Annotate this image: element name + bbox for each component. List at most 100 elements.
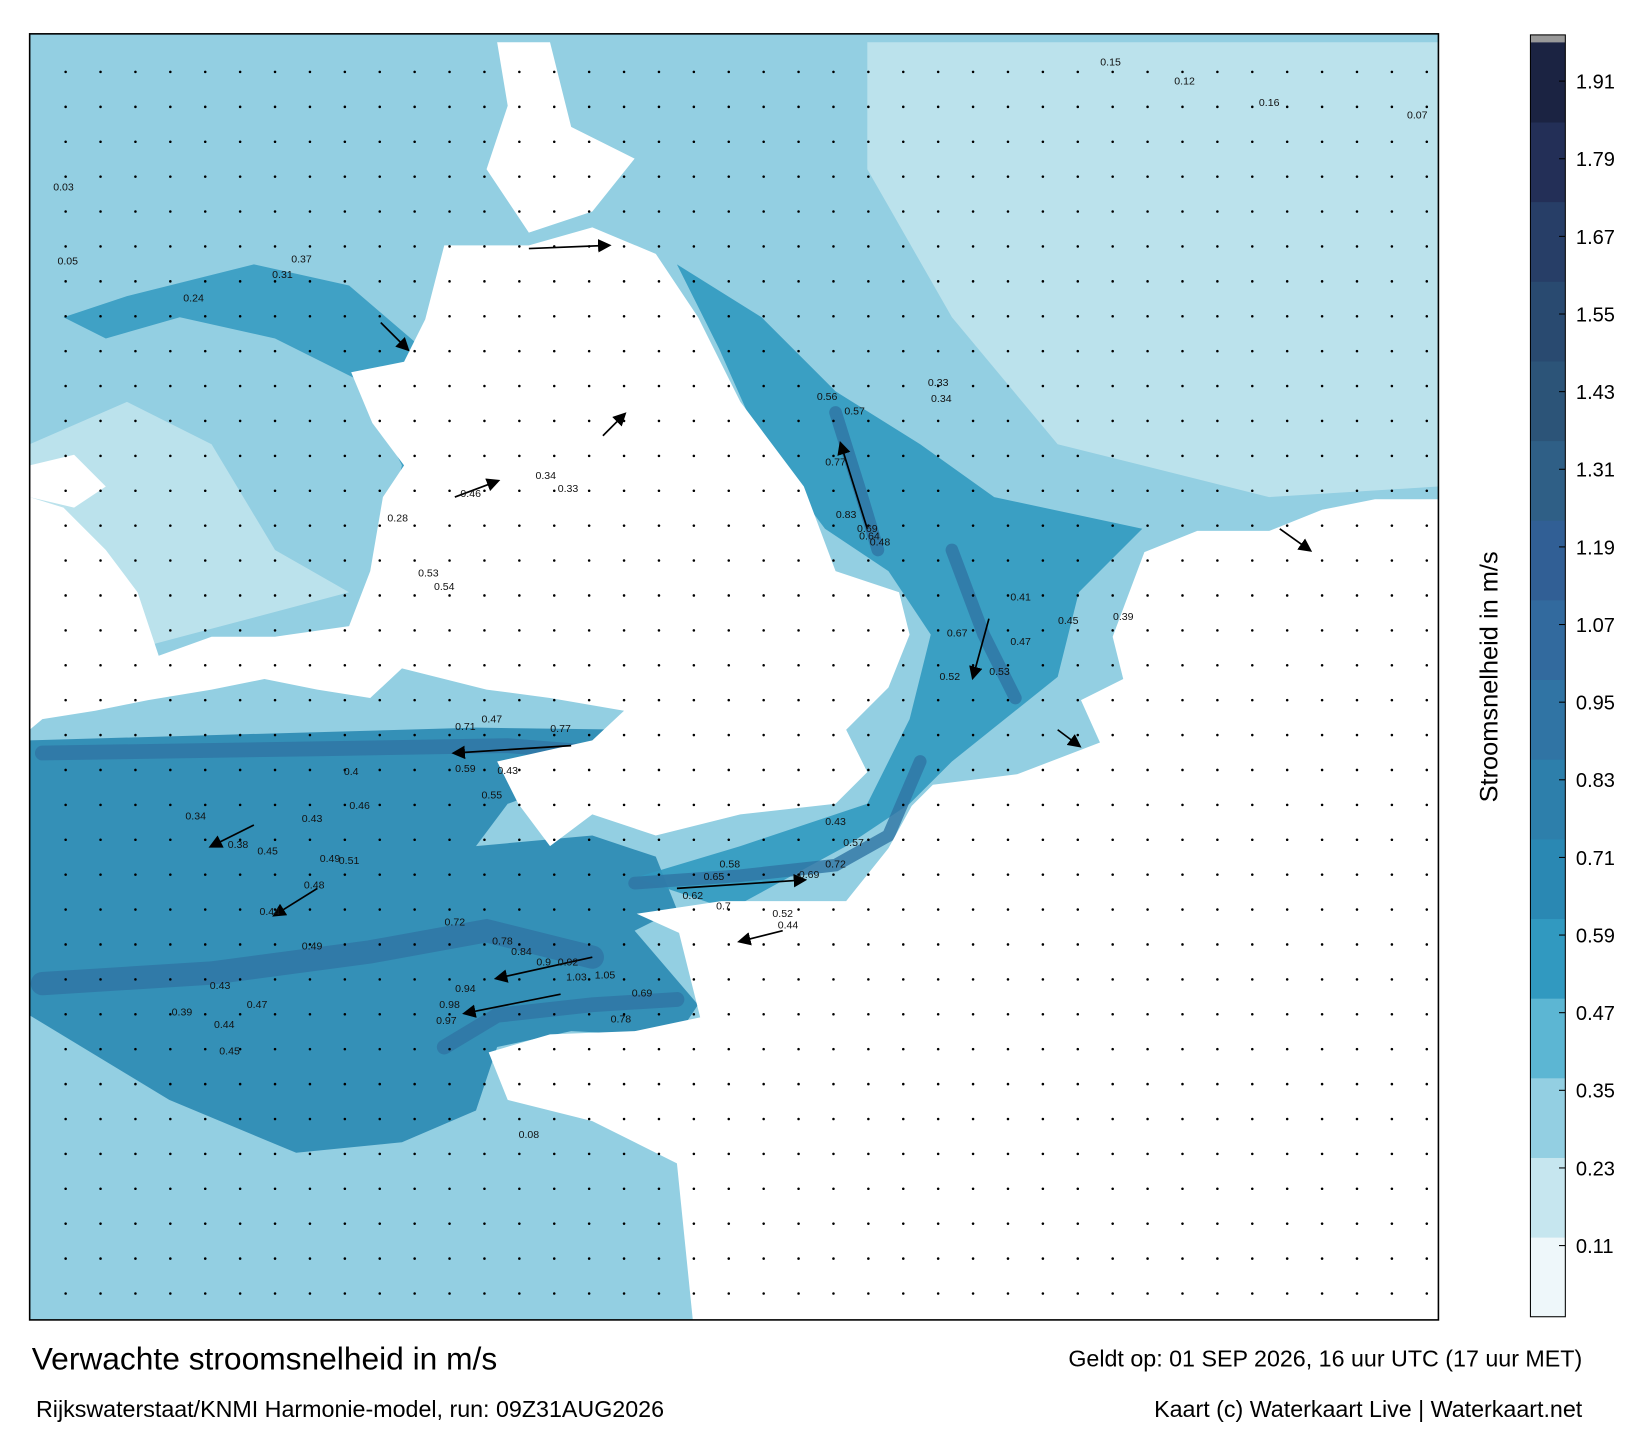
vector-dot bbox=[273, 175, 277, 178]
vector-dot bbox=[1076, 978, 1080, 981]
vector-dot bbox=[1111, 559, 1114, 562]
vector-dot bbox=[1181, 70, 1184, 74]
vector-dot bbox=[1006, 1082, 1010, 1086]
vector-dot bbox=[727, 1292, 731, 1295]
vector-dot bbox=[622, 1187, 626, 1191]
vector-dot bbox=[727, 1187, 731, 1191]
vector-dot bbox=[169, 803, 172, 807]
vector-dot bbox=[518, 384, 521, 388]
vector-dot bbox=[1006, 768, 1010, 772]
vector-dot bbox=[273, 210, 277, 213]
vector-dot bbox=[448, 349, 451, 353]
vector-dot bbox=[134, 698, 137, 702]
vector-dot bbox=[832, 1012, 835, 1016]
vector-dot bbox=[587, 70, 591, 74]
vector-dot bbox=[1041, 175, 1045, 178]
vector-dot bbox=[1181, 594, 1184, 597]
vector-dot bbox=[1111, 873, 1114, 876]
vector-dot bbox=[1041, 454, 1045, 458]
vector-dot bbox=[901, 1152, 905, 1156]
vector-dot bbox=[1285, 768, 1289, 772]
vector-dot bbox=[552, 838, 556, 842]
vector-dot bbox=[378, 384, 382, 388]
vector-dot bbox=[1076, 594, 1080, 597]
vector-dot bbox=[762, 454, 765, 458]
vector-dot bbox=[378, 733, 382, 737]
vector-dot bbox=[727, 733, 731, 737]
speed-label: 0.34 bbox=[931, 393, 952, 405]
vector-dot bbox=[343, 1047, 347, 1051]
vector-dot bbox=[203, 663, 207, 667]
vector-dot bbox=[238, 245, 242, 248]
vector-dot bbox=[1181, 454, 1184, 458]
vector-dot bbox=[99, 559, 102, 562]
vector-dot bbox=[762, 733, 765, 737]
vector-dot bbox=[936, 698, 940, 702]
vector-dot bbox=[238, 105, 242, 109]
vector-dot bbox=[587, 594, 591, 597]
vector-dot bbox=[134, 489, 137, 493]
vector-dot bbox=[308, 210, 312, 213]
vector-dot bbox=[727, 803, 731, 807]
vector-dot bbox=[971, 384, 975, 388]
vector-dot bbox=[1355, 1222, 1359, 1225]
vector-dot bbox=[552, 768, 556, 772]
vector-dot bbox=[413, 1152, 416, 1156]
vector-dot bbox=[936, 384, 940, 388]
vector-dot bbox=[169, 908, 172, 911]
vector-dot bbox=[1146, 489, 1149, 493]
speed-label: 1.05 bbox=[595, 969, 616, 981]
vector-dot bbox=[1216, 349, 1219, 353]
speed-label: 0.57 bbox=[843, 837, 864, 849]
vector-dot bbox=[518, 978, 521, 981]
vector-dot bbox=[727, 1222, 731, 1225]
water-deep bbox=[63, 264, 582, 656]
vector-dot bbox=[1390, 594, 1394, 597]
vector-dot bbox=[343, 524, 347, 527]
vector-dot bbox=[134, 594, 137, 597]
vector-dot bbox=[762, 803, 765, 807]
vector-dot bbox=[622, 349, 626, 353]
vector-dot bbox=[1006, 384, 1010, 388]
vector-dot bbox=[1076, 419, 1080, 423]
vector-dot bbox=[587, 1082, 591, 1086]
vector-dot bbox=[413, 70, 416, 74]
vector-dot bbox=[1216, 1257, 1219, 1260]
vector-dot bbox=[273, 105, 277, 109]
vector-dot bbox=[832, 384, 835, 388]
vector-dot bbox=[1425, 663, 1429, 667]
vector-dot bbox=[1041, 803, 1045, 807]
vector-dot bbox=[1251, 1222, 1254, 1225]
vector-dot bbox=[1390, 1222, 1394, 1225]
vector-dot bbox=[727, 978, 731, 981]
vector-dot bbox=[1320, 768, 1324, 772]
map-frame bbox=[28, 33, 1440, 1321]
vector-dot bbox=[1320, 349, 1324, 353]
vector-dot bbox=[552, 175, 556, 178]
vector-dot bbox=[1285, 489, 1289, 493]
vector-dot bbox=[971, 210, 975, 213]
vector-dot bbox=[448, 978, 451, 981]
vector-dot bbox=[1251, 1257, 1254, 1260]
vector-dot bbox=[1041, 70, 1045, 74]
vector-dot bbox=[1355, 594, 1359, 597]
vector-dot bbox=[1146, 1047, 1149, 1051]
vector-dot bbox=[1285, 1012, 1289, 1016]
channel bbox=[436, 992, 685, 1055]
vector-dot bbox=[867, 384, 870, 388]
vector-dot bbox=[1146, 1292, 1149, 1295]
vector-dot bbox=[448, 314, 451, 318]
speed-label: 0.07 bbox=[1407, 109, 1428, 121]
colorbar-cap bbox=[1530, 34, 1566, 43]
vector-dot bbox=[1146, 1257, 1149, 1260]
vector-dot bbox=[238, 1292, 242, 1295]
vector-dot bbox=[448, 698, 451, 702]
vector-dot bbox=[273, 629, 277, 632]
vector-dot bbox=[483, 1187, 486, 1191]
vector-dot bbox=[238, 559, 242, 562]
vector-dot bbox=[1076, 349, 1080, 353]
vector-dot bbox=[518, 140, 521, 143]
vector-dot bbox=[1320, 1082, 1324, 1086]
vector-dot bbox=[936, 1222, 940, 1225]
vector-dot bbox=[587, 733, 591, 737]
